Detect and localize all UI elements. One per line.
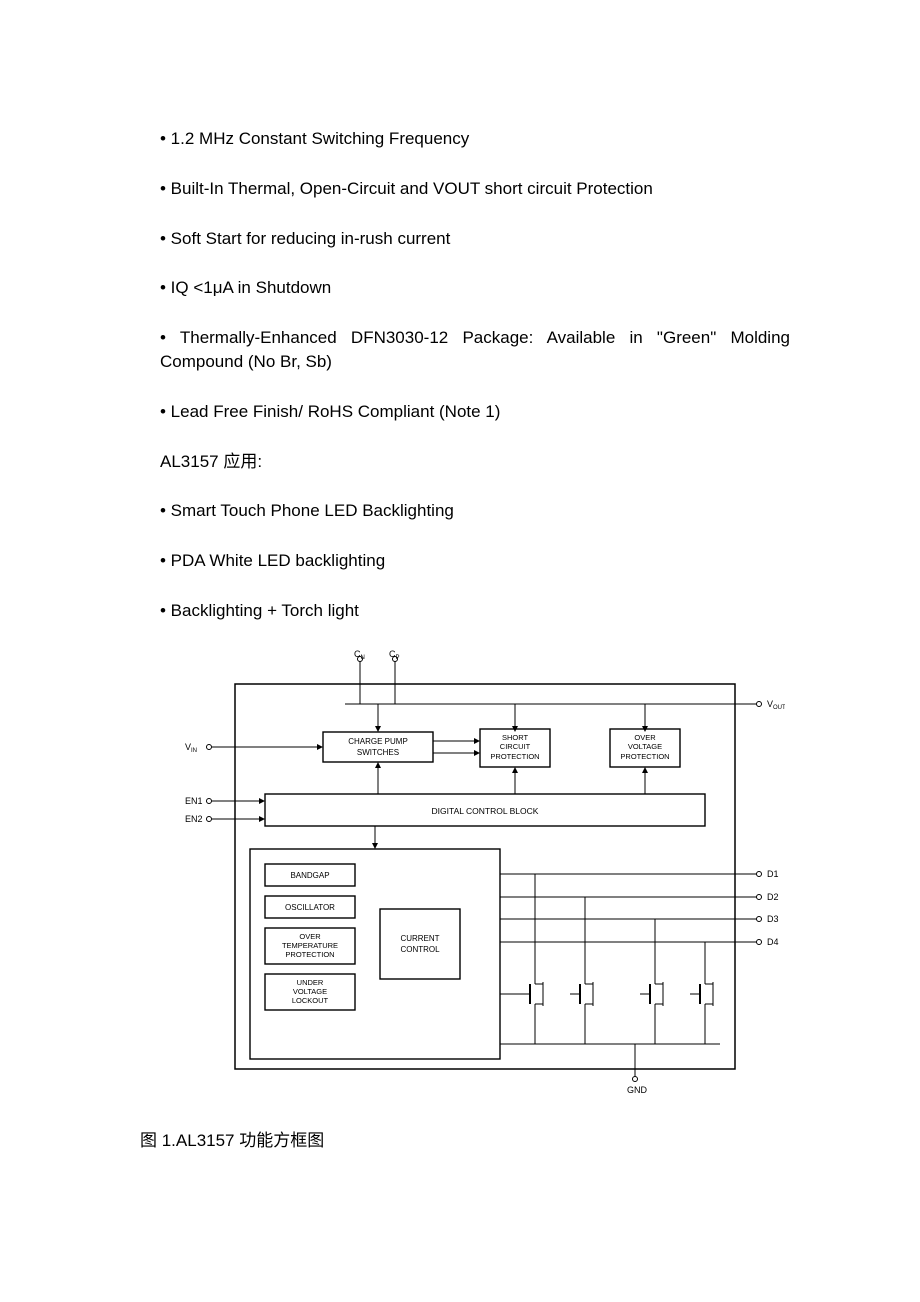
- feature-item: • Lead Free Finish/ RoHS Compliant (Note…: [160, 400, 790, 424]
- pin-label: GND: [627, 1085, 648, 1095]
- feature-item: • Soft Start for reducing in-rush curren…: [160, 227, 790, 251]
- feature-item: • 1.2 MHz Constant Switching Frequency: [160, 127, 790, 151]
- feature-item: • Thermally-Enhanced DFN3030-12 Package:…: [160, 326, 790, 374]
- block-label: SHORT: [502, 733, 529, 742]
- feature-item: • IQ <1μA in Shutdown: [160, 276, 790, 300]
- block-label: DIGITAL CONTROL BLOCK: [432, 806, 539, 816]
- application-item: • Smart Touch Phone LED Backlighting: [160, 499, 790, 523]
- pin-label: CP: [389, 649, 400, 661]
- block-label: OSCILLATOR: [285, 903, 335, 912]
- pin-label: CN: [354, 649, 365, 661]
- block-label: CURRENT: [400, 934, 439, 943]
- pin-label: D3: [767, 914, 779, 924]
- block-label: VOLTAGE: [293, 987, 327, 996]
- block-label: PROTECTION: [490, 752, 539, 761]
- pin-label: VIN: [185, 742, 197, 754]
- application-item: • Backlighting + Torch light: [160, 599, 790, 623]
- mosfet-icon: [640, 919, 663, 1044]
- pin-label: EN1: [185, 796, 203, 806]
- block-label: VOLTAGE: [628, 742, 662, 751]
- feature-item: • Built-In Thermal, Open-Circuit and VOU…: [160, 177, 790, 201]
- block-label: PROTECTION: [620, 752, 669, 761]
- pin-label: VOUT: [767, 699, 785, 711]
- mosfet-icon: [690, 942, 713, 1044]
- block-label: PROTECTION: [285, 950, 334, 959]
- applications-heading: AL3157 应用:: [160, 450, 790, 474]
- block-label: CHARGE PUMP: [348, 737, 408, 746]
- block-diagram: CN CP VOUT VIN CHARGE PUMP: [160, 649, 790, 1099]
- pin-label: D2: [767, 892, 779, 902]
- block-label: LOCKOUT: [292, 996, 329, 1005]
- block-label: CIRCUIT: [500, 742, 531, 751]
- block-label: UNDER: [297, 978, 324, 987]
- mosfet-icon: [520, 874, 543, 1044]
- pin-label: EN2: [185, 814, 203, 824]
- block-label: SWITCHES: [357, 748, 399, 757]
- block-label: OVER: [634, 733, 656, 742]
- pin-label: D4: [767, 937, 779, 947]
- pin-label: D1: [767, 869, 779, 879]
- block-label: OVER: [299, 932, 321, 941]
- figure-caption: 图 1.AL3157 功能方框图: [140, 1129, 790, 1153]
- application-item: • PDA White LED backlighting: [160, 549, 790, 573]
- block-label: BANDGAP: [290, 871, 329, 880]
- block-label: TEMPERATURE: [282, 941, 338, 950]
- block-label: CONTROL: [400, 945, 440, 954]
